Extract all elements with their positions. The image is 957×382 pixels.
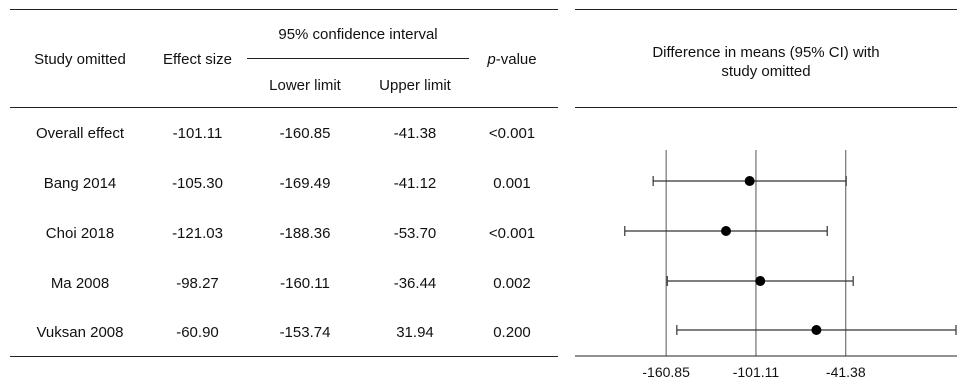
row-effect: -60.90 [176, 324, 219, 341]
header-effect-size: Effect size [163, 51, 232, 68]
row-p: <0.001 [488, 125, 536, 142]
row-upper: -36.44 [393, 275, 437, 292]
row-upper: -41.12 [393, 175, 437, 192]
ci-group-rule [247, 58, 469, 59]
row-study: Overall effect [35, 125, 125, 142]
row-lower: -160.85 [279, 125, 331, 142]
row-p: 0.002 [493, 275, 531, 292]
row-upper: 31.94 [396, 324, 434, 341]
x-tick-label: -101.11 [733, 364, 780, 380]
header-study-omitted: Study omitted [34, 51, 126, 68]
plot-header-rule [575, 107, 957, 108]
row-upper: -53.70 [393, 225, 437, 242]
chart-title-line-1: Difference in means (95% CI) with [652, 44, 880, 61]
row-effect: -105.30 [172, 175, 223, 192]
row-lower: -153.74 [279, 324, 331, 341]
table-top-rule [10, 9, 558, 10]
header-ci-group: 95% confidence interval [278, 26, 438, 43]
point-estimate-marker [721, 226, 732, 236]
header-p-italic: p [487, 51, 496, 68]
chart-title-line-2: study omitted [721, 63, 811, 80]
header-p-suffix: -value [495, 51, 537, 68]
row-effect: -98.27 [176, 275, 219, 292]
row-upper: -41.38 [393, 125, 437, 142]
row-lower: -169.49 [279, 175, 331, 192]
header-lower-limit: Lower limit [269, 77, 341, 94]
header-upper-limit: Upper limit [379, 77, 451, 94]
row-study: Bang 2014 [43, 175, 117, 192]
row-study: Choi 2018 [45, 225, 115, 242]
row-lower: -160.11 [280, 275, 330, 292]
row-p: <0.001 [488, 225, 536, 242]
ci-lines [624, 176, 957, 335]
x-tick-labels: -160.85 -101.11 -41.38 [642, 364, 865, 380]
point-estimate-marker [744, 176, 755, 186]
x-tick-label: -160.85 [642, 364, 690, 380]
point-estimates [721, 176, 822, 335]
point-estimate-marker [811, 325, 822, 335]
header-p-value: p-value [472, 51, 552, 69]
row-p: 0.200 [493, 324, 531, 341]
row-effect: -101.11 [172, 125, 223, 142]
table-bottom-rule [10, 356, 558, 357]
row-study: Vuksan 2008 [36, 324, 124, 341]
x-tick-label: -41.38 [826, 364, 866, 380]
row-effect: -121.03 [172, 225, 223, 242]
point-estimate-marker [755, 276, 766, 286]
row-lower: -188.36 [279, 225, 331, 242]
plot-top-rule [575, 9, 957, 10]
table-header-rule [10, 107, 558, 108]
row-study: Ma 2008 [50, 275, 110, 292]
row-p: 0.001 [493, 175, 531, 192]
